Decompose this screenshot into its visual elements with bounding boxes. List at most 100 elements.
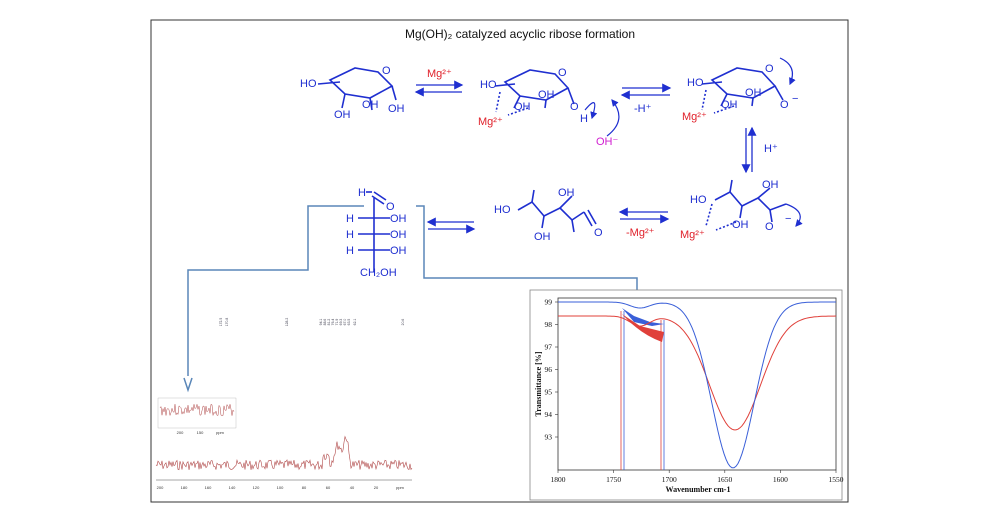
nmr-x-tick-label: 140: [229, 485, 236, 490]
o-label: O: [765, 221, 774, 233]
nmr-peak-label: 69.3: [339, 319, 343, 326]
ir-y-label: Transmittance [%]: [534, 351, 543, 416]
open-chain-structure: HO OH OH O: [494, 187, 603, 243]
ir-y-tick-label: 96: [545, 365, 553, 374]
ir-x-tick-label: 1800: [551, 475, 566, 484]
ir-panel: [529, 289, 843, 501]
minus-hplus-label: -H⁺: [634, 103, 652, 115]
ir-y-tick-label: 98: [545, 320, 553, 329]
ir-x-label: Wavenumber cm-1: [666, 485, 731, 494]
ir-plot-area: [557, 297, 837, 471]
mg2plus-label: Mg²⁺: [680, 229, 705, 241]
ir-x-tick-label: 1700: [662, 475, 677, 484]
equilibrium-arrow: Mg²⁺: [414, 68, 464, 97]
nmr-x-tick-label: 200: [157, 485, 164, 490]
oh-label: OH: [745, 87, 762, 99]
ir-y-axis: 99 98 97 96 95 94 93: [545, 298, 558, 442]
oh-label: OH: [762, 179, 779, 191]
ch2oh-label: CH₂OH: [360, 267, 397, 279]
nmr-peak-label: 94.1: [319, 319, 323, 326]
nmr-peak-label: 128.2: [285, 318, 289, 327]
ir-y-tick-label: 94: [545, 410, 553, 419]
nmr-x-tick-label: 160: [205, 485, 212, 490]
h-label: H: [358, 187, 366, 199]
ir-red-shaded-band: [622, 314, 664, 342]
nmr-inset-tick-label: 200: [177, 430, 184, 435]
ir-x-tick-label: 1600: [773, 475, 788, 484]
oh-label: OH: [514, 101, 531, 113]
nmr-peak-label: 62.1: [353, 319, 357, 326]
alkoxide-structure: HO O OH OH O − Mg²⁺: [682, 57, 798, 123]
nmr-x-axis: 200 180 160 140 120 100 80 60 40 20 ppm: [157, 485, 405, 490]
minus-label: −: [785, 213, 791, 225]
nmr-inset-trace: [159, 403, 235, 417]
equilibrium-arrow: [426, 217, 476, 234]
minus-mg2plus-label: -Mg²⁺: [626, 227, 655, 239]
nmr-trace: [155, 435, 413, 471]
nmr-peak-labels: 172.5 170.8 128.2 94.1 88.6 81.2 76.4 71.9 69.3 6…: [219, 318, 405, 327]
oh-label: OH: [390, 229, 407, 241]
ir-x-tick-label: 1550: [829, 475, 844, 484]
oh-label: OH: [558, 187, 575, 199]
nmr-peak-label: 63.5: [347, 319, 351, 326]
nmr-inset: [157, 397, 237, 429]
nmr-peak-label: 170.8: [225, 318, 229, 327]
ir-y-tick-label: 95: [545, 388, 553, 397]
ribopyranose-structure: HO O OH OH OH: [300, 65, 405, 121]
mg2plus-label: Mg²⁺: [478, 116, 503, 128]
o-label: O: [594, 227, 603, 239]
nmr-peak-label: 67.0: [343, 319, 347, 326]
ir-red-trace: [558, 315, 837, 431]
oh-label: HO: [690, 194, 707, 206]
oh-label: OH: [390, 213, 407, 225]
nmr-peak-label: 172.5: [219, 318, 223, 327]
o-label: O: [570, 101, 579, 113]
oh-label: OH: [732, 219, 749, 231]
oh-label: OH: [534, 231, 551, 243]
oh-label: OH: [334, 109, 351, 121]
nmr-x-tick-label: 180: [181, 485, 188, 490]
hydroxide-label: OH⁻: [596, 136, 619, 148]
oh-label: HO: [494, 204, 511, 216]
nmr-x-tick-label: 100: [277, 485, 284, 490]
oh-label: HO: [300, 78, 317, 90]
nmr-x-tick-label: 120: [253, 485, 260, 490]
ir-x-axis: 1800 1750 1700 1650 1600 1550: [551, 470, 844, 484]
oh-label: HO: [480, 79, 497, 91]
ir-y-tick-label: 99: [545, 298, 553, 307]
nmr-peak-label: 71.9: [335, 319, 339, 326]
nmr-inset-tick-label: 150: [197, 430, 204, 435]
ring-o-label: O: [765, 63, 774, 75]
nmr-peak-label: 20.6: [401, 319, 405, 326]
nmr-peak-label: 81.2: [327, 319, 331, 326]
h-label: H: [580, 113, 588, 125]
oh-label: OH: [721, 99, 738, 111]
nmr-inset-tick-label: ppm: [216, 430, 224, 435]
o-label: O: [780, 99, 789, 111]
ir-x-tick-label: 1750: [606, 475, 621, 484]
h-label: H: [346, 213, 354, 225]
oh-label: OH: [390, 245, 407, 257]
ring-opened-mg-structure: HO OH OH O − Mg²⁺: [680, 179, 803, 241]
ir-x-tick-label: 1650: [717, 475, 732, 484]
equilibrium-arrow: H⁺: [741, 126, 778, 174]
h-label: H: [346, 245, 354, 257]
minus-label: −: [792, 93, 798, 105]
equilibrium-arrow: -Mg²⁺: [618, 207, 670, 239]
oh-label: OH: [388, 103, 405, 115]
oh-label: HO: [687, 77, 704, 89]
nmr-peak-label: 76.4: [331, 319, 335, 326]
nmr-x-tick-label: 40: [350, 485, 355, 490]
ring-o-label: O: [558, 67, 567, 79]
mg2plus-label: Mg²⁺: [682, 111, 707, 123]
mg2plus-label: Mg²⁺: [427, 68, 452, 80]
nmr-spectrum: 200 180 160 140 120 100 80 60 40 20 ppm 172.5 170.8…: [155, 318, 413, 490]
h-label: H: [346, 229, 354, 241]
nmr-x-tick-label: 80: [302, 485, 307, 490]
fischer-projection: H O H H H OH OH OH CH₂OH: [346, 187, 407, 279]
figure-title: Mg(OH)₂ catalyzed acyclic ribose formati…: [405, 27, 635, 41]
oh-label: OH: [362, 99, 379, 111]
ir-y-tick-label: 97: [545, 343, 553, 352]
